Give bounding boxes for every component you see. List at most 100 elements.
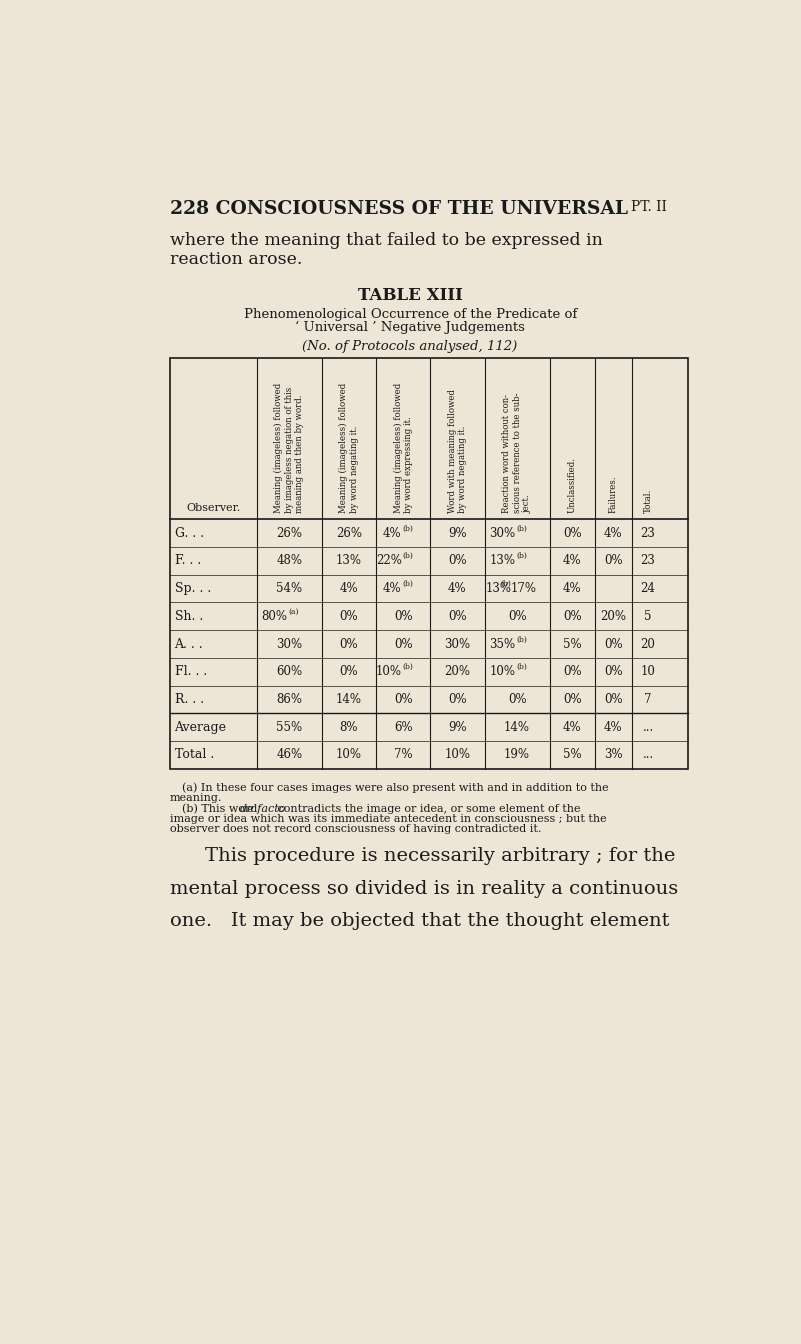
Text: (a) In these four cases images were also present with and in addition to the: (a) In these four cases images were also…: [182, 782, 608, 793]
Text: 0%: 0%: [604, 694, 622, 706]
Text: 0%: 0%: [340, 610, 358, 622]
Text: 0%: 0%: [340, 665, 358, 679]
Text: Phenomenological Occurrence of the Predicate of: Phenomenological Occurrence of the Predi…: [244, 308, 577, 321]
Text: R. . .: R. . .: [175, 694, 203, 706]
Text: where the meaning that failed to be expressed in: where the meaning that failed to be expr…: [170, 233, 602, 249]
Text: one.   It may be objected that the thought element: one. It may be objected that the thought…: [170, 913, 670, 930]
Text: 0%: 0%: [563, 665, 582, 679]
Text: 4%: 4%: [448, 582, 467, 595]
Text: 10%: 10%: [445, 749, 470, 762]
Text: 17%: 17%: [511, 582, 537, 595]
Text: (b): (b): [517, 663, 527, 671]
Text: ...: ...: [642, 749, 654, 762]
Text: 0%: 0%: [604, 637, 622, 650]
Text: 46%: 46%: [276, 749, 302, 762]
Text: 19%: 19%: [504, 749, 530, 762]
Text: 86%: 86%: [276, 694, 302, 706]
Text: F. . .: F. . .: [175, 555, 201, 567]
Text: 0%: 0%: [604, 665, 622, 679]
Text: 9%: 9%: [448, 527, 467, 540]
Text: 0%: 0%: [394, 610, 413, 622]
Text: Failures.: Failures.: [609, 476, 618, 513]
Text: Sp. . .: Sp. . .: [175, 582, 211, 595]
Text: 0%: 0%: [563, 610, 582, 622]
Text: 0%: 0%: [394, 694, 413, 706]
Text: 6%: 6%: [394, 720, 413, 734]
Text: 54%: 54%: [276, 582, 302, 595]
Text: (b): (b): [517, 636, 527, 644]
Text: Average: Average: [175, 720, 227, 734]
Text: 228 CONSCIOUSNESS OF THE UNIVERSAL: 228 CONSCIOUSNESS OF THE UNIVERSAL: [170, 200, 628, 218]
Text: de facto: de facto: [240, 804, 286, 814]
Text: Observer.: Observer.: [186, 503, 240, 513]
Text: reaction arose.: reaction arose.: [170, 251, 302, 269]
Text: 0%: 0%: [448, 610, 467, 622]
Text: (b): (b): [517, 524, 527, 532]
Text: meaning.: meaning.: [170, 793, 222, 802]
Text: 20%: 20%: [445, 665, 470, 679]
Text: (b): (b): [402, 663, 413, 671]
Text: 26%: 26%: [276, 527, 302, 540]
Text: (b) This word: (b) This word: [182, 804, 260, 814]
Text: 30%: 30%: [276, 637, 302, 650]
Text: 4%: 4%: [604, 527, 622, 540]
Text: 4%: 4%: [383, 527, 401, 540]
Text: 55%: 55%: [276, 720, 302, 734]
Text: 4%: 4%: [383, 582, 401, 595]
Text: Word with meaning followed
by word negating it.: Word with meaning followed by word negat…: [448, 390, 467, 513]
Text: 4%: 4%: [604, 720, 622, 734]
Text: 22%: 22%: [376, 555, 401, 567]
Text: 48%: 48%: [276, 555, 302, 567]
Text: ‘ Universal ’ Negative Judgements: ‘ Universal ’ Negative Judgements: [296, 321, 525, 333]
Text: 0%: 0%: [604, 555, 622, 567]
Text: A. . .: A. . .: [175, 637, 203, 650]
Text: 5: 5: [644, 610, 652, 622]
Text: 10%: 10%: [376, 665, 401, 679]
Text: Unclassified.: Unclassified.: [568, 457, 577, 513]
Text: (b): (b): [402, 552, 413, 560]
Text: 0%: 0%: [448, 555, 467, 567]
Text: 5%: 5%: [563, 637, 582, 650]
Text: 26%: 26%: [336, 527, 362, 540]
Text: 0%: 0%: [394, 637, 413, 650]
Text: Reaction word without con-
scious reference to the sub-
ject.: Reaction word without con- scious refere…: [502, 392, 532, 513]
Text: 20%: 20%: [600, 610, 626, 622]
Text: (b): (b): [501, 581, 512, 589]
Text: mental process so divided is in reality a continuous: mental process so divided is in reality …: [170, 880, 678, 898]
Text: contradicts the image or idea, or some element of the: contradicts the image or idea, or some e…: [275, 804, 581, 814]
Text: (b): (b): [402, 581, 413, 589]
Text: (a): (a): [288, 607, 299, 616]
Text: Meaning (imageless) followed
by imageless negation of this
meaning and then by w: Meaning (imageless) followed by imageles…: [274, 383, 304, 513]
Text: 0%: 0%: [448, 694, 467, 706]
Text: 0%: 0%: [340, 637, 358, 650]
Text: 10%: 10%: [336, 749, 362, 762]
Text: 7: 7: [644, 694, 652, 706]
Text: Fl. . .: Fl. . .: [175, 665, 207, 679]
Text: 3%: 3%: [604, 749, 622, 762]
Text: Total .: Total .: [175, 749, 214, 762]
Text: 35%: 35%: [489, 637, 516, 650]
Text: 30%: 30%: [445, 637, 470, 650]
Text: 9%: 9%: [448, 720, 467, 734]
Text: 5%: 5%: [563, 749, 582, 762]
Text: 4%: 4%: [563, 582, 582, 595]
Text: 60%: 60%: [276, 665, 302, 679]
Text: (No. of Protocols analysed, 112): (No. of Protocols analysed, 112): [303, 340, 517, 353]
Text: 20: 20: [641, 637, 655, 650]
Text: 0%: 0%: [563, 694, 582, 706]
Text: 13%: 13%: [485, 582, 511, 595]
Text: 13%: 13%: [336, 555, 362, 567]
Text: 0%: 0%: [508, 694, 526, 706]
Text: Total.: Total.: [643, 489, 653, 513]
Text: 4%: 4%: [340, 582, 358, 595]
Text: 4%: 4%: [563, 720, 582, 734]
Text: 23: 23: [641, 555, 655, 567]
Text: 14%: 14%: [336, 694, 362, 706]
Text: Sh. .: Sh. .: [175, 610, 203, 622]
Text: 0%: 0%: [508, 610, 526, 622]
Text: (b): (b): [517, 552, 527, 560]
Text: 30%: 30%: [489, 527, 516, 540]
Text: ...: ...: [642, 720, 654, 734]
Text: 10%: 10%: [489, 665, 516, 679]
Text: 0%: 0%: [563, 527, 582, 540]
